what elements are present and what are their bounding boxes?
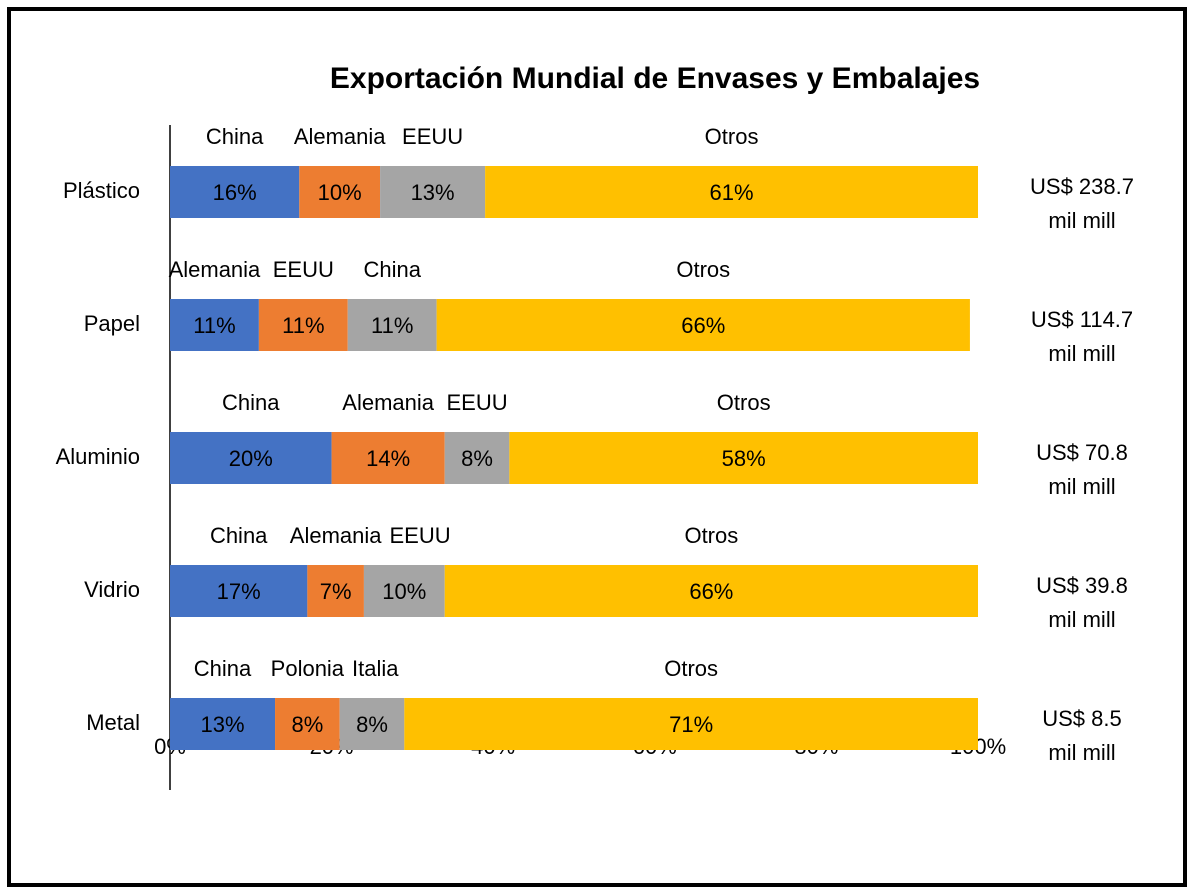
segment-name: Otros — [664, 656, 718, 681]
bar-segment — [299, 166, 381, 218]
segment-name: EEUU — [273, 257, 334, 282]
segment-name: Alemania — [294, 124, 386, 149]
segment-name: China — [210, 523, 268, 548]
value-label: 61% — [710, 180, 754, 205]
total-label: US$ 114.7 — [1031, 307, 1133, 332]
bar-segment — [444, 432, 510, 484]
total-label: mil mill — [1048, 740, 1115, 765]
value-label: 10% — [382, 579, 426, 604]
value-label: 14% — [366, 446, 410, 471]
total-label: US$ 238.7 — [1030, 174, 1134, 199]
segment-name: Otros — [705, 124, 759, 149]
segment-name: Italia — [352, 656, 399, 681]
value-label: 11% — [371, 313, 413, 338]
y-tick-label: Metal — [86, 710, 140, 735]
segment-name: China — [206, 124, 264, 149]
bar-segment — [509, 432, 978, 484]
total-label: US$ 39.8 — [1036, 573, 1128, 598]
segment-name: Alemania — [169, 257, 261, 282]
segment-name: China — [222, 390, 280, 415]
bar-segment — [170, 166, 300, 218]
bar-segment — [275, 698, 340, 750]
y-tick-label: Papel — [84, 311, 140, 336]
segment-name: Otros — [717, 390, 771, 415]
segment-name: Otros — [684, 523, 738, 548]
value-label: 7% — [320, 579, 352, 604]
segment-name: Polonia — [271, 656, 345, 681]
bar-segment — [170, 299, 259, 351]
segment-name: EEUU — [446, 390, 507, 415]
bar-segment — [363, 565, 445, 617]
y-tick-label: Plástico — [63, 178, 140, 203]
y-tick-label: Aluminio — [56, 444, 140, 469]
value-label: 17% — [217, 579, 261, 604]
value-label: 8% — [461, 446, 493, 471]
bar-segment — [258, 299, 348, 351]
bar-segment — [444, 565, 979, 617]
value-label: 10% — [318, 180, 362, 205]
bar-segment — [436, 299, 970, 351]
value-label: 66% — [681, 313, 725, 338]
segment-name: China — [363, 257, 421, 282]
segment-name: EEUU — [402, 124, 463, 149]
value-label: 20% — [229, 446, 273, 471]
bar-segment — [485, 166, 978, 218]
total-label: US$ 70.8 — [1036, 440, 1128, 465]
segment-name: Otros — [676, 257, 730, 282]
value-label: 11% — [193, 313, 235, 338]
segment-name: EEUU — [389, 523, 450, 548]
bar-segment — [404, 698, 978, 750]
total-label: mil mill — [1048, 607, 1115, 632]
value-label: 16% — [213, 180, 257, 205]
y-tick-label: Vidrio — [84, 577, 140, 602]
segment-name: Alemania — [290, 523, 382, 548]
value-label: 71% — [669, 712, 713, 737]
value-label: 8% — [356, 712, 388, 737]
segment-name: China — [194, 656, 252, 681]
bar-segment — [170, 565, 308, 617]
segment-name: Alemania — [342, 390, 434, 415]
bar-segment — [331, 432, 445, 484]
value-label: 8% — [291, 712, 323, 737]
value-label: 58% — [722, 446, 766, 471]
total-label: mil mill — [1048, 208, 1115, 233]
value-label: 13% — [411, 180, 455, 205]
bar-segment — [339, 698, 405, 750]
total-label: mil mill — [1048, 474, 1115, 499]
chart-title: Exportación Mundial de Envases y Embalaj… — [330, 62, 980, 95]
bar-segment — [347, 299, 437, 351]
value-label: 66% — [689, 579, 733, 604]
bar-segment — [380, 166, 486, 218]
value-label: 13% — [200, 712, 244, 737]
value-label: 11% — [282, 313, 324, 338]
bar-segment — [170, 698, 276, 750]
bar-segment — [170, 432, 332, 484]
total-label: US$ 8.5 — [1042, 706, 1122, 731]
bar-segment — [307, 565, 364, 617]
total-label: mil mill — [1048, 341, 1115, 366]
